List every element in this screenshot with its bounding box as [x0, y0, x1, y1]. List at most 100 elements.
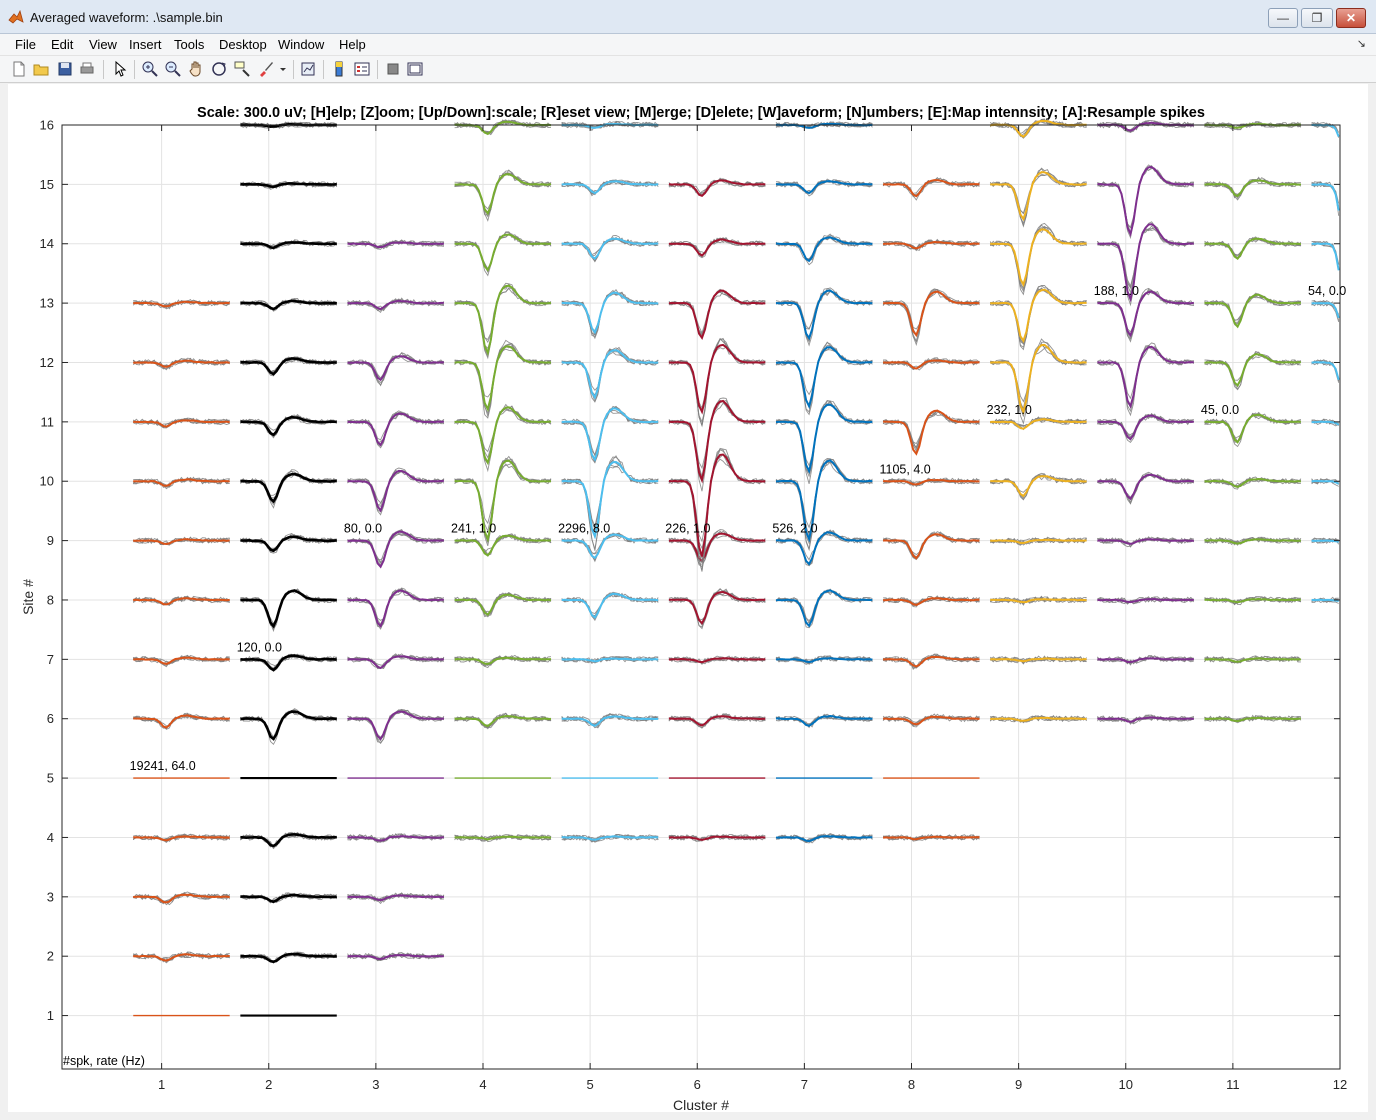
spike-sample-trace: [775, 344, 873, 407]
zoom-out-icon[interactable]: [164, 60, 182, 78]
y-tick-label: 8: [47, 592, 54, 607]
mean-waveform-trace: [347, 530, 444, 569]
link-plot-icon[interactable]: [299, 60, 317, 78]
brush-icon[interactable]: [257, 60, 275, 78]
mean-waveform-trace: [776, 180, 873, 195]
brush-dropdown-icon[interactable]: [278, 60, 288, 78]
mean-waveform-trace: [347, 589, 444, 629]
mean-waveform-trace: [668, 715, 766, 727]
maximize-button[interactable]: ❐: [1301, 8, 1333, 28]
spike-sample-trace: [347, 354, 444, 381]
hide-plot-tools-icon[interactable]: [384, 60, 402, 78]
mean-waveform-trace: [454, 345, 552, 412]
spike-sample-trace: [561, 292, 659, 340]
mean-waveform-trace: [668, 532, 766, 563]
minimize-button[interactable]: —: [1268, 8, 1298, 28]
mean-waveform-trace: [454, 284, 552, 356]
show-plot-tools-icon[interactable]: [406, 60, 424, 78]
spike-sample-trace: [775, 287, 873, 343]
spike-sample-trace: [668, 337, 766, 426]
mean-waveform-trace: [883, 290, 980, 338]
spike-sample-trace: [1204, 237, 1301, 259]
spike-sample-trace: [454, 231, 552, 277]
spike-sample-trace: [454, 172, 552, 218]
mean-waveform-trace: [668, 289, 766, 340]
menu-tools[interactable]: Tools: [174, 37, 205, 52]
waveform-plot[interactable]: Scale: 300.0 uV; [H]elp; [Z]oom; [Up/Dow…: [8, 84, 1368, 1112]
save-icon[interactable]: [56, 60, 74, 78]
spike-sample-trace: [775, 121, 873, 128]
spike-sample-trace: [347, 531, 445, 566]
legend-icon[interactable]: [353, 60, 371, 78]
x-tick-label: 5: [587, 1077, 594, 1092]
spike-sample-trace: [561, 532, 659, 560]
mean-waveform-trace: [240, 357, 337, 376]
zoom-in-icon[interactable]: [141, 60, 159, 78]
spike-sample-trace: [990, 287, 1087, 344]
edit-plot-icon[interactable]: [111, 60, 129, 78]
mean-waveform-trace: [133, 300, 230, 308]
spike-sample-trace: [1097, 225, 1194, 294]
data-cursor-icon[interactable]: [233, 60, 251, 78]
mean-waveform-trace: [775, 531, 873, 566]
mean-waveform-trace: [668, 343, 766, 415]
spike-sample-trace: [240, 473, 338, 499]
x-tick-label: 7: [801, 1077, 808, 1092]
spike-sample-trace: [561, 347, 659, 397]
cluster-count-label: 232, 1.0: [987, 403, 1032, 417]
menu-insert[interactable]: Insert: [129, 37, 162, 52]
new-figure-icon[interactable]: [10, 60, 28, 78]
colorbar-icon[interactable]: [330, 60, 348, 78]
spike-sample-trace: [882, 288, 980, 343]
spike-sample-trace: [989, 288, 1087, 345]
mean-waveform-trace: [454, 459, 552, 543]
spike-sample-trace: [882, 288, 980, 347]
mean-waveform-trace: [561, 533, 659, 560]
x-tick-label: 12: [1333, 1077, 1347, 1092]
mean-waveform-trace: [668, 657, 766, 664]
spike-sample-trace: [454, 233, 552, 273]
dock-arrow-icon[interactable]: ↘: [1356, 38, 1366, 50]
spike-sample-trace: [1311, 181, 1340, 216]
spike-sample-trace: [347, 355, 445, 379]
spike-sample-trace: [454, 834, 552, 842]
mean-waveform-trace: [1311, 480, 1340, 485]
menu-help[interactable]: Help: [339, 37, 366, 52]
spike-sample-trace: [989, 474, 1087, 500]
spike-sample-trace: [1097, 165, 1195, 235]
mean-waveform-trace: [1311, 302, 1340, 319]
mean-waveform-trace: [1097, 165, 1194, 238]
mean-waveform-trace: [133, 597, 230, 606]
open-file-icon[interactable]: [32, 60, 50, 78]
pan-icon[interactable]: [187, 60, 205, 78]
spike-sample-trace: [1204, 351, 1302, 387]
spike-sample-trace: [561, 288, 659, 338]
menu-edit[interactable]: Edit: [51, 37, 74, 52]
mean-waveform-trace: [240, 893, 338, 904]
mean-waveform-trace: [454, 593, 552, 617]
mean-waveform-trace: [240, 299, 337, 311]
spike-sample-trace: [347, 709, 445, 745]
mean-waveform-trace: [561, 291, 659, 335]
mean-waveform-trace: [775, 289, 873, 341]
spike-sample-trace: [347, 587, 445, 628]
cluster-label-layer: 19241, 64.0 120, 0.0 80, 0.0 241, 1.0 2296, …: [130, 284, 1347, 773]
rotate-icon[interactable]: [210, 60, 228, 78]
close-button[interactable]: ✕: [1336, 8, 1366, 28]
spike-sample-trace: [882, 290, 980, 330]
menu-window[interactable]: Window: [278, 37, 325, 52]
spike-sample-trace: [347, 590, 445, 621]
mean-waveform-trace: [561, 349, 659, 400]
mean-waveform-trace: [133, 714, 230, 729]
spike-sample-trace: [775, 588, 873, 628]
spike-sample-trace: [668, 399, 766, 480]
print-icon[interactable]: [78, 60, 96, 78]
spike-sample-trace: [347, 469, 445, 513]
menu-view[interactable]: View: [89, 37, 117, 52]
menu-file[interactable]: File: [15, 37, 36, 52]
spike-sample-trace: [990, 224, 1087, 293]
menu-desktop[interactable]: Desktop: [219, 37, 267, 52]
mean-waveform-trace: [347, 412, 444, 447]
spike-sample-trace: [454, 233, 552, 272]
mean-waveform-trace: [347, 835, 444, 842]
